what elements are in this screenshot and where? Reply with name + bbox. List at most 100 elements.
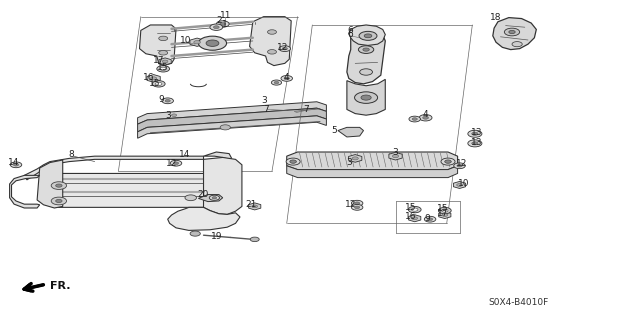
Polygon shape xyxy=(248,203,261,210)
Circle shape xyxy=(51,197,67,205)
Text: 14: 14 xyxy=(8,158,20,167)
Text: 3: 3 xyxy=(393,148,398,157)
Text: FR.: FR. xyxy=(50,281,70,291)
Circle shape xyxy=(423,116,429,119)
Polygon shape xyxy=(204,157,242,214)
Polygon shape xyxy=(159,58,172,65)
Circle shape xyxy=(209,195,220,200)
Circle shape xyxy=(351,204,363,210)
Text: 12: 12 xyxy=(166,159,177,168)
Text: 3: 3 xyxy=(261,96,266,105)
Circle shape xyxy=(282,47,287,50)
Circle shape xyxy=(442,214,447,216)
Text: 17: 17 xyxy=(437,209,449,218)
Circle shape xyxy=(358,46,374,53)
Circle shape xyxy=(165,100,170,102)
Text: 15: 15 xyxy=(437,204,449,213)
Circle shape xyxy=(284,77,289,80)
Text: 4: 4 xyxy=(423,110,428,119)
Text: 13: 13 xyxy=(471,138,483,147)
Circle shape xyxy=(162,98,173,104)
Circle shape xyxy=(409,116,420,122)
Polygon shape xyxy=(37,160,63,208)
Circle shape xyxy=(156,82,162,85)
Text: 14: 14 xyxy=(179,150,190,159)
Polygon shape xyxy=(138,108,326,132)
Polygon shape xyxy=(168,112,180,118)
Text: S0X4-B4010F: S0X4-B4010F xyxy=(488,298,548,307)
Text: 18: 18 xyxy=(490,13,502,22)
Polygon shape xyxy=(438,212,451,219)
Circle shape xyxy=(170,160,182,166)
Circle shape xyxy=(206,40,219,46)
Text: 9: 9 xyxy=(425,214,430,223)
Circle shape xyxy=(441,158,455,165)
Polygon shape xyxy=(389,152,402,160)
Circle shape xyxy=(355,92,378,103)
Text: 10: 10 xyxy=(458,179,470,188)
Circle shape xyxy=(220,23,225,26)
Circle shape xyxy=(268,50,276,54)
Text: 15: 15 xyxy=(149,79,161,88)
Circle shape xyxy=(159,36,168,41)
Text: 12: 12 xyxy=(277,43,289,52)
Circle shape xyxy=(194,41,200,44)
Polygon shape xyxy=(349,25,385,45)
Text: 13: 13 xyxy=(471,128,483,137)
Circle shape xyxy=(438,207,451,214)
Text: 16: 16 xyxy=(143,73,154,82)
Circle shape xyxy=(445,160,451,163)
Circle shape xyxy=(281,76,292,81)
Circle shape xyxy=(360,69,372,75)
Text: 6: 6 xyxy=(348,30,353,39)
Circle shape xyxy=(286,158,300,165)
Text: 15: 15 xyxy=(405,203,417,212)
Text: 6: 6 xyxy=(348,26,353,35)
Text: 3: 3 xyxy=(165,111,170,120)
Text: 9: 9 xyxy=(159,95,164,104)
Circle shape xyxy=(408,206,421,213)
Circle shape xyxy=(412,208,418,211)
Text: 3: 3 xyxy=(346,158,351,167)
Circle shape xyxy=(190,231,200,236)
Polygon shape xyxy=(453,181,466,188)
Polygon shape xyxy=(408,215,421,222)
Circle shape xyxy=(198,36,227,50)
Circle shape xyxy=(10,162,22,168)
Circle shape xyxy=(150,77,157,80)
Circle shape xyxy=(163,60,168,63)
Polygon shape xyxy=(198,195,223,202)
Circle shape xyxy=(472,132,478,135)
Polygon shape xyxy=(349,155,362,162)
Polygon shape xyxy=(140,25,176,66)
Circle shape xyxy=(172,114,177,116)
Circle shape xyxy=(152,81,165,87)
Circle shape xyxy=(51,182,67,189)
Text: 21: 21 xyxy=(245,200,257,209)
Text: 10: 10 xyxy=(180,36,191,45)
Text: 5: 5 xyxy=(332,126,337,135)
Circle shape xyxy=(274,81,279,84)
Polygon shape xyxy=(40,173,223,207)
Circle shape xyxy=(363,48,369,51)
Polygon shape xyxy=(147,75,160,82)
Circle shape xyxy=(250,237,259,242)
Text: 12: 12 xyxy=(456,159,468,168)
Circle shape xyxy=(509,30,515,34)
Circle shape xyxy=(13,164,19,166)
Circle shape xyxy=(290,160,296,163)
Polygon shape xyxy=(168,207,240,230)
Circle shape xyxy=(220,125,230,130)
Circle shape xyxy=(212,196,217,199)
Circle shape xyxy=(412,118,417,120)
Polygon shape xyxy=(287,166,458,178)
Polygon shape xyxy=(347,33,385,84)
Circle shape xyxy=(392,155,399,158)
Polygon shape xyxy=(287,152,458,170)
Circle shape xyxy=(214,26,219,29)
Circle shape xyxy=(271,80,282,85)
Circle shape xyxy=(355,202,360,204)
Circle shape xyxy=(351,200,363,206)
Circle shape xyxy=(468,130,482,137)
Circle shape xyxy=(445,160,451,163)
